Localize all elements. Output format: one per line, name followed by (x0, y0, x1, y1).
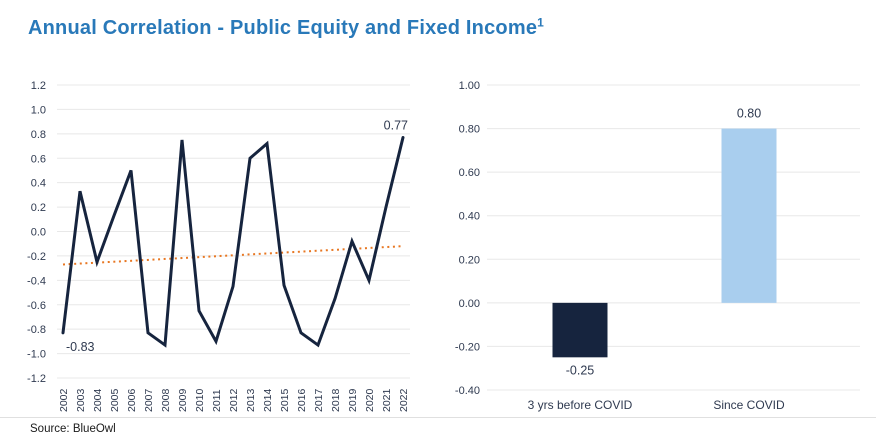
line-chart-x-tick-label: 2012 (228, 388, 240, 412)
bar-data-label: 0.80 (737, 107, 761, 121)
bar-category-label: Since COVID (713, 398, 785, 412)
bar-chart-y-tick-label: 0.20 (459, 254, 480, 266)
annual-correlation-line-chart: 1.2 1.0 0.8 0.6 0.4 0.2 0.0 -0.2 -0.4 -0.6 -0.8 -1.… (27, 80, 410, 412)
line-chart-data-label: 0.77 (384, 118, 408, 132)
line-chart-x-tick-label: 2017 (313, 388, 325, 412)
line-chart-y-tick-label: 0.6 (31, 153, 46, 165)
page-title-footnote-marker: 1 (537, 15, 545, 30)
line-chart-y-tick-label: 0.4 (31, 178, 46, 190)
bar-category-label: 3 yrs before COVID (528, 398, 633, 412)
line-chart-data-label: -0.83 (66, 340, 95, 354)
line-chart-y-tick-label: 0.2 (31, 202, 46, 214)
bar-chart-y-tick-label: 0.40 (459, 211, 480, 223)
line-chart-x-tick-label: 2014 (262, 388, 274, 412)
bar-chart-y-tick-label: 0.60 (459, 167, 480, 179)
line-chart-y-tick-label: -1.0 (27, 349, 46, 361)
line-chart-y-tick-label: 0.0 (31, 227, 46, 239)
bar-chart-y-tick-label: 0.00 (459, 298, 480, 310)
bar-chart-y-tick-label: 0.80 (459, 124, 480, 136)
line-chart-x-tick-label: 2005 (109, 388, 121, 412)
line-chart-x-tick-label: 2006 (126, 388, 138, 412)
line-chart-x-tick-label: 2008 (160, 388, 172, 412)
line-chart-y-tick-label: -1.2 (27, 373, 46, 385)
line-chart-x-tick-label: 2002 (58, 388, 70, 412)
line-chart-x-tick-label: 2003 (75, 388, 87, 412)
covid-comparison-bar-chart: 1.00 0.80 0.60 0.40 0.20 0.00 -0.20 -0.40 -0.25 3… (455, 80, 860, 412)
line-chart-x-tick-label: 2004 (92, 388, 104, 412)
line-chart-x-tick-label: 2011 (211, 389, 223, 412)
line-chart-x-tick-label: 2019 (347, 388, 359, 412)
source-label: Source: BlueOwl (30, 423, 116, 435)
line-chart-x-tick-label: 2021 (381, 388, 393, 412)
trendline-dotted (62, 245, 404, 266)
line-chart-y-tick-label: 1.0 (31, 104, 46, 116)
bar-data-label: -0.25 (566, 363, 595, 377)
line-chart-x-tick-label: 2018 (330, 388, 342, 412)
bar-3-yrs-before-covid (552, 302, 608, 358)
line-chart-y-tick-label: -0.6 (27, 300, 46, 312)
line-chart-y-tick-label: 0.8 (31, 129, 46, 141)
line-chart-x-tick-label: 2020 (364, 388, 376, 412)
bar-chart-y-tick-label: -0.40 (455, 385, 480, 397)
page-title-text: Annual Correlation - Public Equity and F… (28, 17, 538, 39)
line-chart-y-tick-label: 1.2 (31, 80, 46, 92)
bar-chart-y-tick-label: -0.20 (455, 341, 480, 353)
bar-chart-y-tick-label: 1.00 (459, 80, 480, 92)
line-chart-x-tick-label: 2010 (194, 388, 206, 412)
line-chart-x-tick-label: 2022 (398, 388, 410, 412)
line-chart-y-tick-label: -0.4 (27, 275, 46, 287)
line-chart-x-tick-label: 2013 (245, 388, 257, 412)
line-chart-y-tick-label: -0.8 (27, 324, 46, 336)
line-chart-x-tick-label: 2015 (279, 388, 291, 412)
line-chart-x-tick-label: 2009 (177, 388, 189, 412)
line-chart-x-tick-label: 2007 (143, 388, 155, 412)
line-chart-x-tick-label: 2016 (296, 388, 308, 412)
bar-since-covid (721, 128, 777, 303)
footer-divider (0, 417, 876, 418)
page-title: Annual Correlation - Public Equity and F… (28, 15, 545, 40)
correlation-line-series (61, 135, 405, 348)
line-chart-y-tick-label: -0.2 (27, 251, 46, 263)
